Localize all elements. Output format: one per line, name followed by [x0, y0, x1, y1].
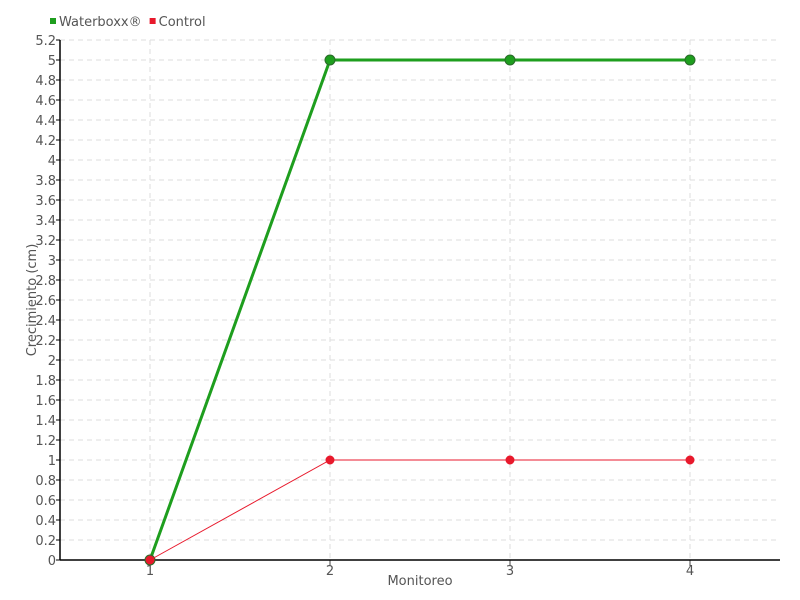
y-tick-label: 2.8 — [35, 274, 56, 289]
data-point — [504, 54, 516, 66]
series-line-control — [149, 459, 690, 561]
data-point — [145, 555, 155, 565]
y-tick-label: 3.2 — [35, 234, 56, 249]
y-tick-label: 4.8 — [35, 74, 56, 89]
series-layer — [144, 54, 696, 566]
y-tick-label: 0.6 — [35, 494, 56, 509]
y-tick-label: 1 — [48, 454, 56, 469]
y-tick-label: 2 — [48, 354, 56, 369]
y-tick-label: 0.2 — [35, 534, 56, 549]
legend-swatch — [149, 18, 156, 24]
y-tick-label: 2.6 — [35, 294, 56, 309]
x-axis-label: Monitoreo — [387, 574, 452, 589]
y-tick-label: 3 — [48, 254, 56, 269]
data-point — [324, 54, 336, 66]
legend-label: Waterboxx® — [59, 15, 142, 30]
y-tick-label: 4.2 — [35, 134, 56, 149]
axes: 0 0.2 0.4 0.6 0.8 1 1.2 1.4 1.6 1.8 2 2.2 2.4 2.6 2.8 3… — [35, 34, 780, 579]
y-tick-label: 0 — [48, 554, 56, 569]
y-tick-label: 2.2 — [35, 334, 56, 349]
x-tick-label: 1 — [146, 564, 154, 579]
x-tick-label: 3 — [506, 564, 514, 579]
y-tick-label: 1.6 — [35, 394, 56, 409]
y-tick-label: 1.8 — [35, 374, 56, 389]
y-tick-label: 4.4 — [35, 114, 56, 129]
y-tick-label: 4.6 — [35, 94, 56, 109]
y-tick-label: 4 — [48, 154, 56, 169]
y-tick-label: 3.6 — [35, 194, 56, 209]
data-point — [684, 54, 696, 66]
x-tick-label: 2 — [326, 564, 334, 579]
y-axis-label: Crecimiento (cm) — [25, 244, 40, 357]
data-point — [325, 455, 335, 465]
legend-swatch — [50, 18, 56, 24]
x-tick-label: 4 — [686, 564, 694, 579]
y-tick-label: 3.8 — [35, 174, 56, 189]
y-tick-label: 3.4 — [35, 214, 56, 229]
y-tick-label: 1.2 — [35, 434, 56, 449]
data-point — [685, 455, 695, 465]
y-tick-label: 0.8 — [35, 474, 56, 489]
y-tick-label: 2.4 — [35, 314, 56, 329]
legend-label: Control — [159, 15, 206, 30]
y-tick-label: 1.4 — [35, 414, 56, 429]
legend: Waterboxx® Control — [50, 15, 206, 30]
data-point — [505, 455, 515, 465]
y-tick-label: 0.4 — [35, 514, 56, 529]
grid — [60, 39, 780, 560]
series-line-waterboxx — [148, 58, 690, 561]
y-tick-label: 5 — [48, 54, 56, 69]
y-tick-label: 5.2 — [35, 34, 56, 49]
